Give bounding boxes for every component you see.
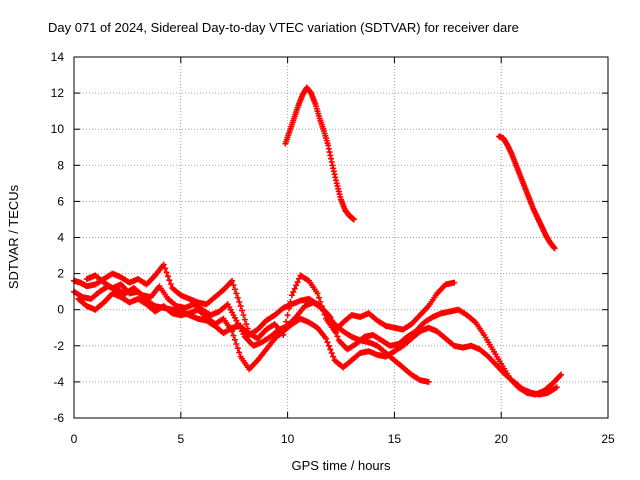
axis-ticks: 0 5 10 15 20 25 -6 -4 -2 0 2 4 6 8 10 12 14 xyxy=(51,50,615,446)
data-point xyxy=(234,294,241,301)
data-point xyxy=(284,312,291,319)
series-arc-5 xyxy=(282,84,357,223)
data-point xyxy=(230,332,237,339)
data-point xyxy=(231,286,238,293)
y-tick-label: -2 xyxy=(53,339,64,353)
data-point xyxy=(328,350,335,357)
data-point xyxy=(290,288,297,295)
data-point xyxy=(167,281,174,288)
data-point xyxy=(350,216,357,223)
data-point xyxy=(291,285,298,292)
y-tick-label: 0 xyxy=(57,303,64,317)
x-tick-label: 0 xyxy=(71,432,78,446)
y-tick-label: 6 xyxy=(57,194,64,208)
y-tick-label: 4 xyxy=(57,231,64,245)
y-tick-label: -4 xyxy=(53,375,64,389)
data-point xyxy=(236,349,243,356)
data-point xyxy=(230,282,237,289)
data-point xyxy=(315,294,322,301)
data-point xyxy=(241,316,248,323)
series-arc-1 xyxy=(71,261,458,342)
data-point xyxy=(323,335,330,342)
x-axis-label: GPS time / hours xyxy=(292,458,391,473)
data-point xyxy=(231,336,238,343)
y-tick-label: 14 xyxy=(51,50,65,64)
data-point xyxy=(551,245,558,252)
data-point xyxy=(314,290,321,297)
data-point xyxy=(243,321,250,328)
y-tick-label: 2 xyxy=(57,267,64,281)
data-point xyxy=(324,339,331,346)
x-tick-label: 10 xyxy=(281,432,295,446)
data-point xyxy=(553,384,560,391)
data-point xyxy=(288,292,295,299)
data-point xyxy=(162,265,169,272)
data-point xyxy=(451,279,458,286)
data-point xyxy=(330,353,337,360)
x-tick-label: 15 xyxy=(388,432,402,446)
data-point xyxy=(293,282,300,289)
y-axis-label: SDTVAR / TECUs xyxy=(6,184,21,289)
series-arc-6 xyxy=(496,133,558,252)
chart-title: Day 071 of 2024, Sidereal Day-to-day VTE… xyxy=(48,20,519,35)
y-tick-label: -6 xyxy=(53,411,64,425)
data-point xyxy=(233,340,240,347)
y-tick-label: 12 xyxy=(51,86,65,100)
data-point xyxy=(163,269,170,276)
y-tick-label: 10 xyxy=(51,122,65,136)
data-point xyxy=(234,345,241,352)
data-point xyxy=(240,312,247,319)
data-points xyxy=(71,84,565,398)
series-arc-4 xyxy=(83,272,432,385)
data-point xyxy=(237,303,244,310)
data-point xyxy=(327,346,334,353)
data-point xyxy=(558,371,565,378)
x-tick-label: 20 xyxy=(495,432,509,446)
data-point xyxy=(425,378,432,385)
data-point xyxy=(239,307,246,314)
data-point xyxy=(333,329,340,336)
data-point xyxy=(166,277,173,284)
data-point xyxy=(164,273,171,280)
x-tick-label: 5 xyxy=(177,432,184,446)
data-point xyxy=(325,342,332,349)
data-point xyxy=(334,333,341,340)
data-point xyxy=(229,277,236,284)
data-point xyxy=(236,298,243,305)
y-tick-label: 8 xyxy=(57,158,64,172)
data-point xyxy=(294,279,301,286)
data-point xyxy=(233,290,240,297)
data-point xyxy=(160,261,167,268)
x-tick-label: 25 xyxy=(601,432,615,446)
